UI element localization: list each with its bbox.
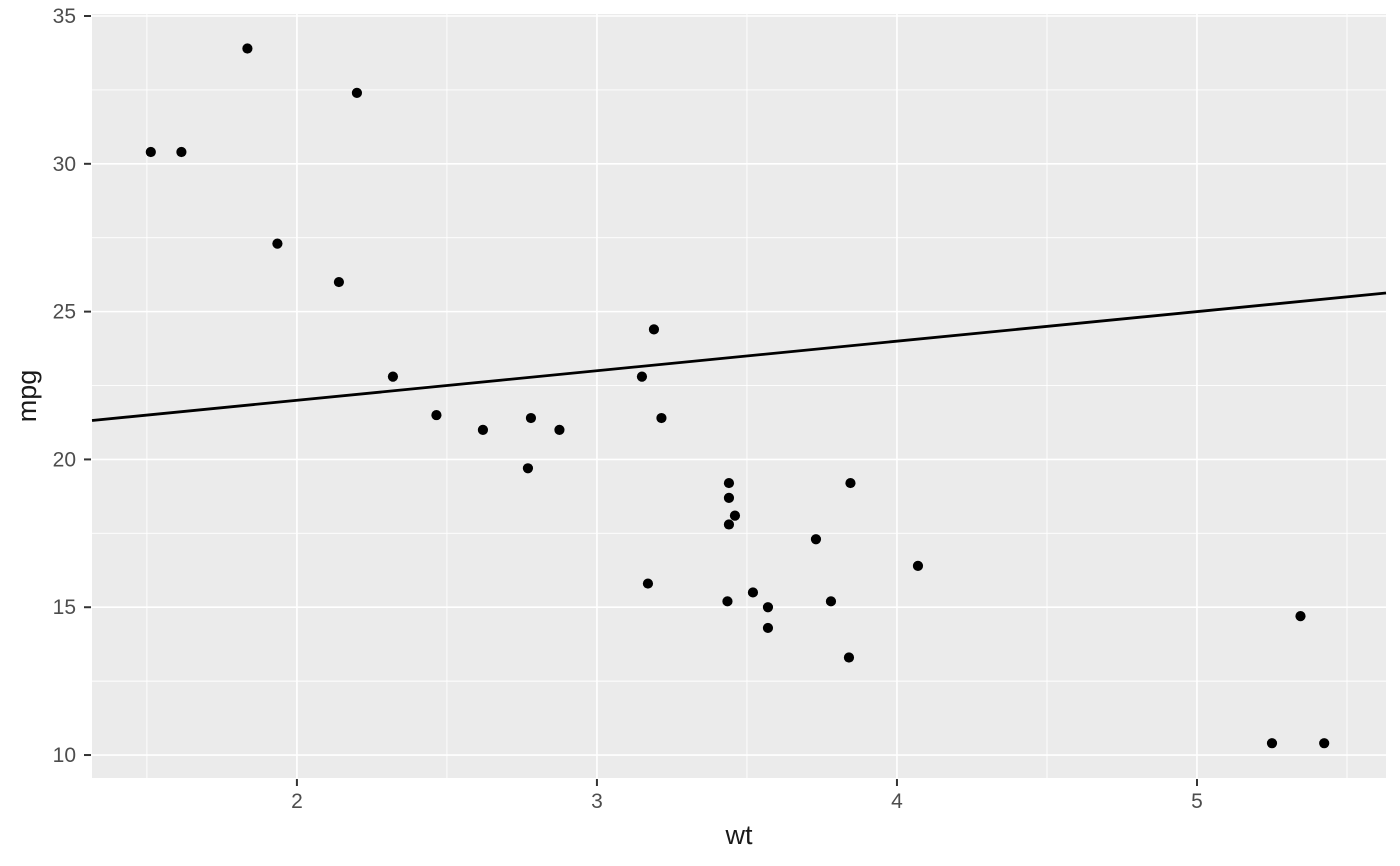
data-point — [525, 412, 537, 424]
y-tick-label: 30 — [53, 153, 76, 176]
data-point — [1266, 738, 1278, 749]
data-point — [1319, 738, 1330, 749]
data-point — [656, 412, 667, 424]
data-point — [242, 43, 253, 54]
data-point — [747, 587, 759, 598]
data-point — [843, 652, 855, 663]
data-point — [762, 602, 774, 613]
data-point — [729, 510, 741, 521]
data-point — [636, 371, 648, 382]
data-point — [387, 371, 399, 382]
data-point — [1295, 610, 1306, 622]
data-point — [351, 87, 363, 98]
data-point — [333, 276, 345, 288]
trend-line — [91, 291, 1387, 422]
data-point — [722, 596, 733, 607]
data-point — [912, 560, 924, 571]
data-point — [477, 424, 489, 435]
y-tick-label: 20 — [53, 448, 76, 471]
data-point — [554, 424, 565, 435]
data-point — [272, 238, 283, 249]
data-point — [431, 409, 442, 421]
data-point — [522, 463, 534, 474]
data-point — [723, 477, 735, 489]
x-tick-label: 4 — [891, 790, 903, 813]
data-point — [176, 146, 187, 158]
y-tick-label: 35 — [53, 5, 76, 28]
x-tick-label: 3 — [591, 790, 603, 813]
data-point — [642, 578, 654, 589]
y-tick-label: 15 — [53, 596, 76, 619]
data-point — [825, 596, 837, 607]
x-axis-title: wt — [725, 820, 753, 850]
x-tick-label: 5 — [1191, 790, 1203, 813]
data-point — [762, 622, 774, 634]
panel-background — [92, 14, 1386, 778]
x-tick-label: 2 — [291, 790, 303, 813]
data-point — [723, 519, 735, 530]
y-tick-label: 10 — [53, 744, 76, 767]
data-point — [845, 477, 856, 489]
plot-panel-layer: 2 3 4 5 10 15 20 25 30 35 — [53, 5, 1387, 813]
data-point — [810, 534, 822, 545]
data-point — [648, 324, 660, 335]
data-point — [723, 492, 735, 503]
data-point — [145, 146, 156, 158]
y-tick-label: 25 — [53, 301, 76, 324]
y-axis-title: mpg — [12, 370, 42, 423]
